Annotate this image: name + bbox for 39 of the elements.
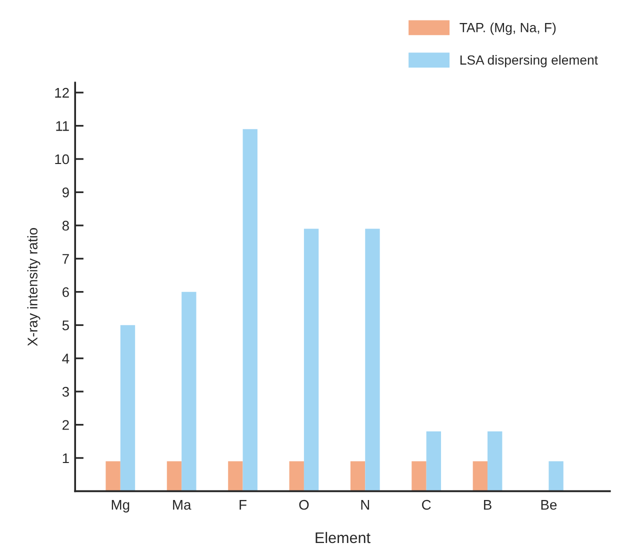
- y-tick-label: 1: [62, 453, 69, 464]
- y-axis-title: X-ray intensity ratio: [27, 228, 40, 346]
- y-tick-label: 11: [56, 121, 69, 131]
- y-tick-label: 8: [62, 220, 69, 231]
- bar: [228, 461, 243, 492]
- bar: [488, 431, 502, 492]
- y-tick-label: 9: [62, 188, 69, 198]
- bar: [304, 228, 319, 492]
- y-tick-label: 7: [62, 254, 69, 264]
- bar: [242, 129, 258, 492]
- bar: [472, 461, 488, 492]
- bar: [289, 461, 304, 492]
- x-tick-label: Be: [541, 500, 557, 510]
- bar: [106, 461, 120, 492]
- legend-label: TAP. (Mg, Na, F): [460, 22, 556, 35]
- y-tick-label: 3: [62, 386, 69, 397]
- bar: [548, 461, 564, 492]
- bar: [182, 292, 196, 492]
- bar: [350, 461, 366, 492]
- y-tick-label: 4: [62, 354, 70, 364]
- x-tick-label: Mg: [112, 500, 130, 512]
- bar: [412, 461, 426, 492]
- y-tick-label: 5: [62, 320, 69, 330]
- bar: [365, 228, 380, 492]
- y-tick-label: 2: [62, 420, 69, 430]
- bar: [426, 431, 442, 492]
- x-tick-label: O: [299, 500, 309, 510]
- x-axis-title: Element: [316, 532, 370, 544]
- x-tick-label: Ma: [173, 500, 192, 510]
- x-tick-label: C: [422, 500, 431, 510]
- y-tick-label: 10: [55, 154, 70, 164]
- x-tick-label: N: [361, 500, 370, 510]
- x-tick-label: B: [484, 500, 492, 510]
- x-tick-label: F: [240, 500, 246, 510]
- bar: [120, 325, 136, 492]
- legend-label: LSA dispersing element: [460, 55, 598, 68]
- y-tick-label: 12: [55, 88, 69, 98]
- bar: [166, 461, 182, 492]
- y-tick-label: 6: [62, 287, 69, 298]
